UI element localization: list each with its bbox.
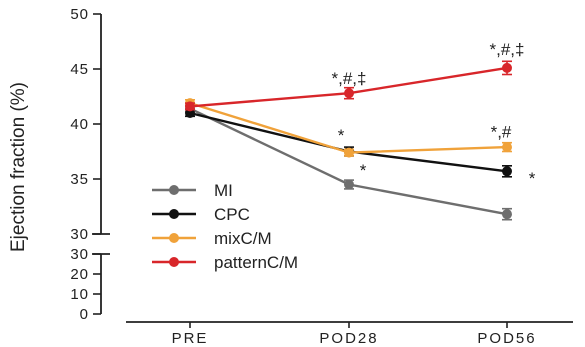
x-tick-label: POD56 [477, 330, 536, 347]
legend-label: MI [214, 181, 233, 200]
upper-y-ticks: 30 35 40 45 50 [70, 6, 101, 243]
legend-marker [169, 209, 179, 219]
series-cpc [185, 108, 512, 178]
legend-item: MI [152, 181, 233, 200]
upper-tick-label: 30 [70, 226, 89, 243]
lower-tick-label: 0 [80, 306, 89, 323]
x-categories: PRE POD28 POD56 [172, 322, 536, 347]
lower-y-ticks: 0 10 20 30 [70, 246, 101, 323]
significance-label: *,#,‡ [490, 40, 525, 59]
data-point [502, 62, 512, 73]
legend-marker [169, 185, 179, 195]
legend-label: mixC/M [214, 229, 272, 248]
significance-label: * [360, 161, 367, 180]
lower-tick-label: 30 [70, 246, 89, 263]
series-line [189, 101, 508, 154]
legend-label: patternC/M [214, 253, 298, 272]
data-point [502, 166, 512, 177]
series-patternc-m [185, 60, 512, 112]
legend-item: CPC [152, 205, 250, 224]
data-point [185, 101, 195, 112]
upper-tick-label: 45 [70, 61, 89, 78]
data-point [344, 88, 354, 99]
x-tick-label: POD28 [319, 330, 378, 347]
legend-marker [169, 233, 179, 243]
x-tick-label: PRE [172, 330, 209, 347]
legend-label: CPC [214, 205, 250, 224]
data-point [502, 209, 512, 220]
lower-tick-label: 10 [70, 286, 89, 303]
series-layer [185, 60, 512, 221]
data-point [344, 147, 354, 158]
legend-item: mixC/M [152, 229, 272, 248]
series-line [189, 111, 508, 173]
upper-tick-label: 50 [70, 6, 89, 23]
legend-item: patternC/M [152, 253, 298, 272]
series-mixc-m [185, 98, 512, 158]
data-point [502, 142, 512, 153]
series-mi [185, 103, 512, 221]
significance-label: *,# [491, 123, 512, 142]
y-axis-title: Ejection fraction (%) [8, 82, 29, 252]
lower-tick-label: 20 [70, 266, 89, 283]
significance-label: * [529, 169, 536, 188]
legend: MI CPC mixC/M patternC/M [152, 181, 298, 272]
legend-marker [169, 257, 179, 267]
significance-label: * [338, 126, 345, 145]
upper-tick-label: 40 [70, 116, 89, 133]
data-point [344, 179, 354, 190]
upper-tick-label: 35 [70, 171, 89, 188]
significance-annotations: *,#,‡ *,#,‡ * * *,# * [332, 40, 536, 188]
significance-label: *,#,‡ [332, 69, 367, 88]
